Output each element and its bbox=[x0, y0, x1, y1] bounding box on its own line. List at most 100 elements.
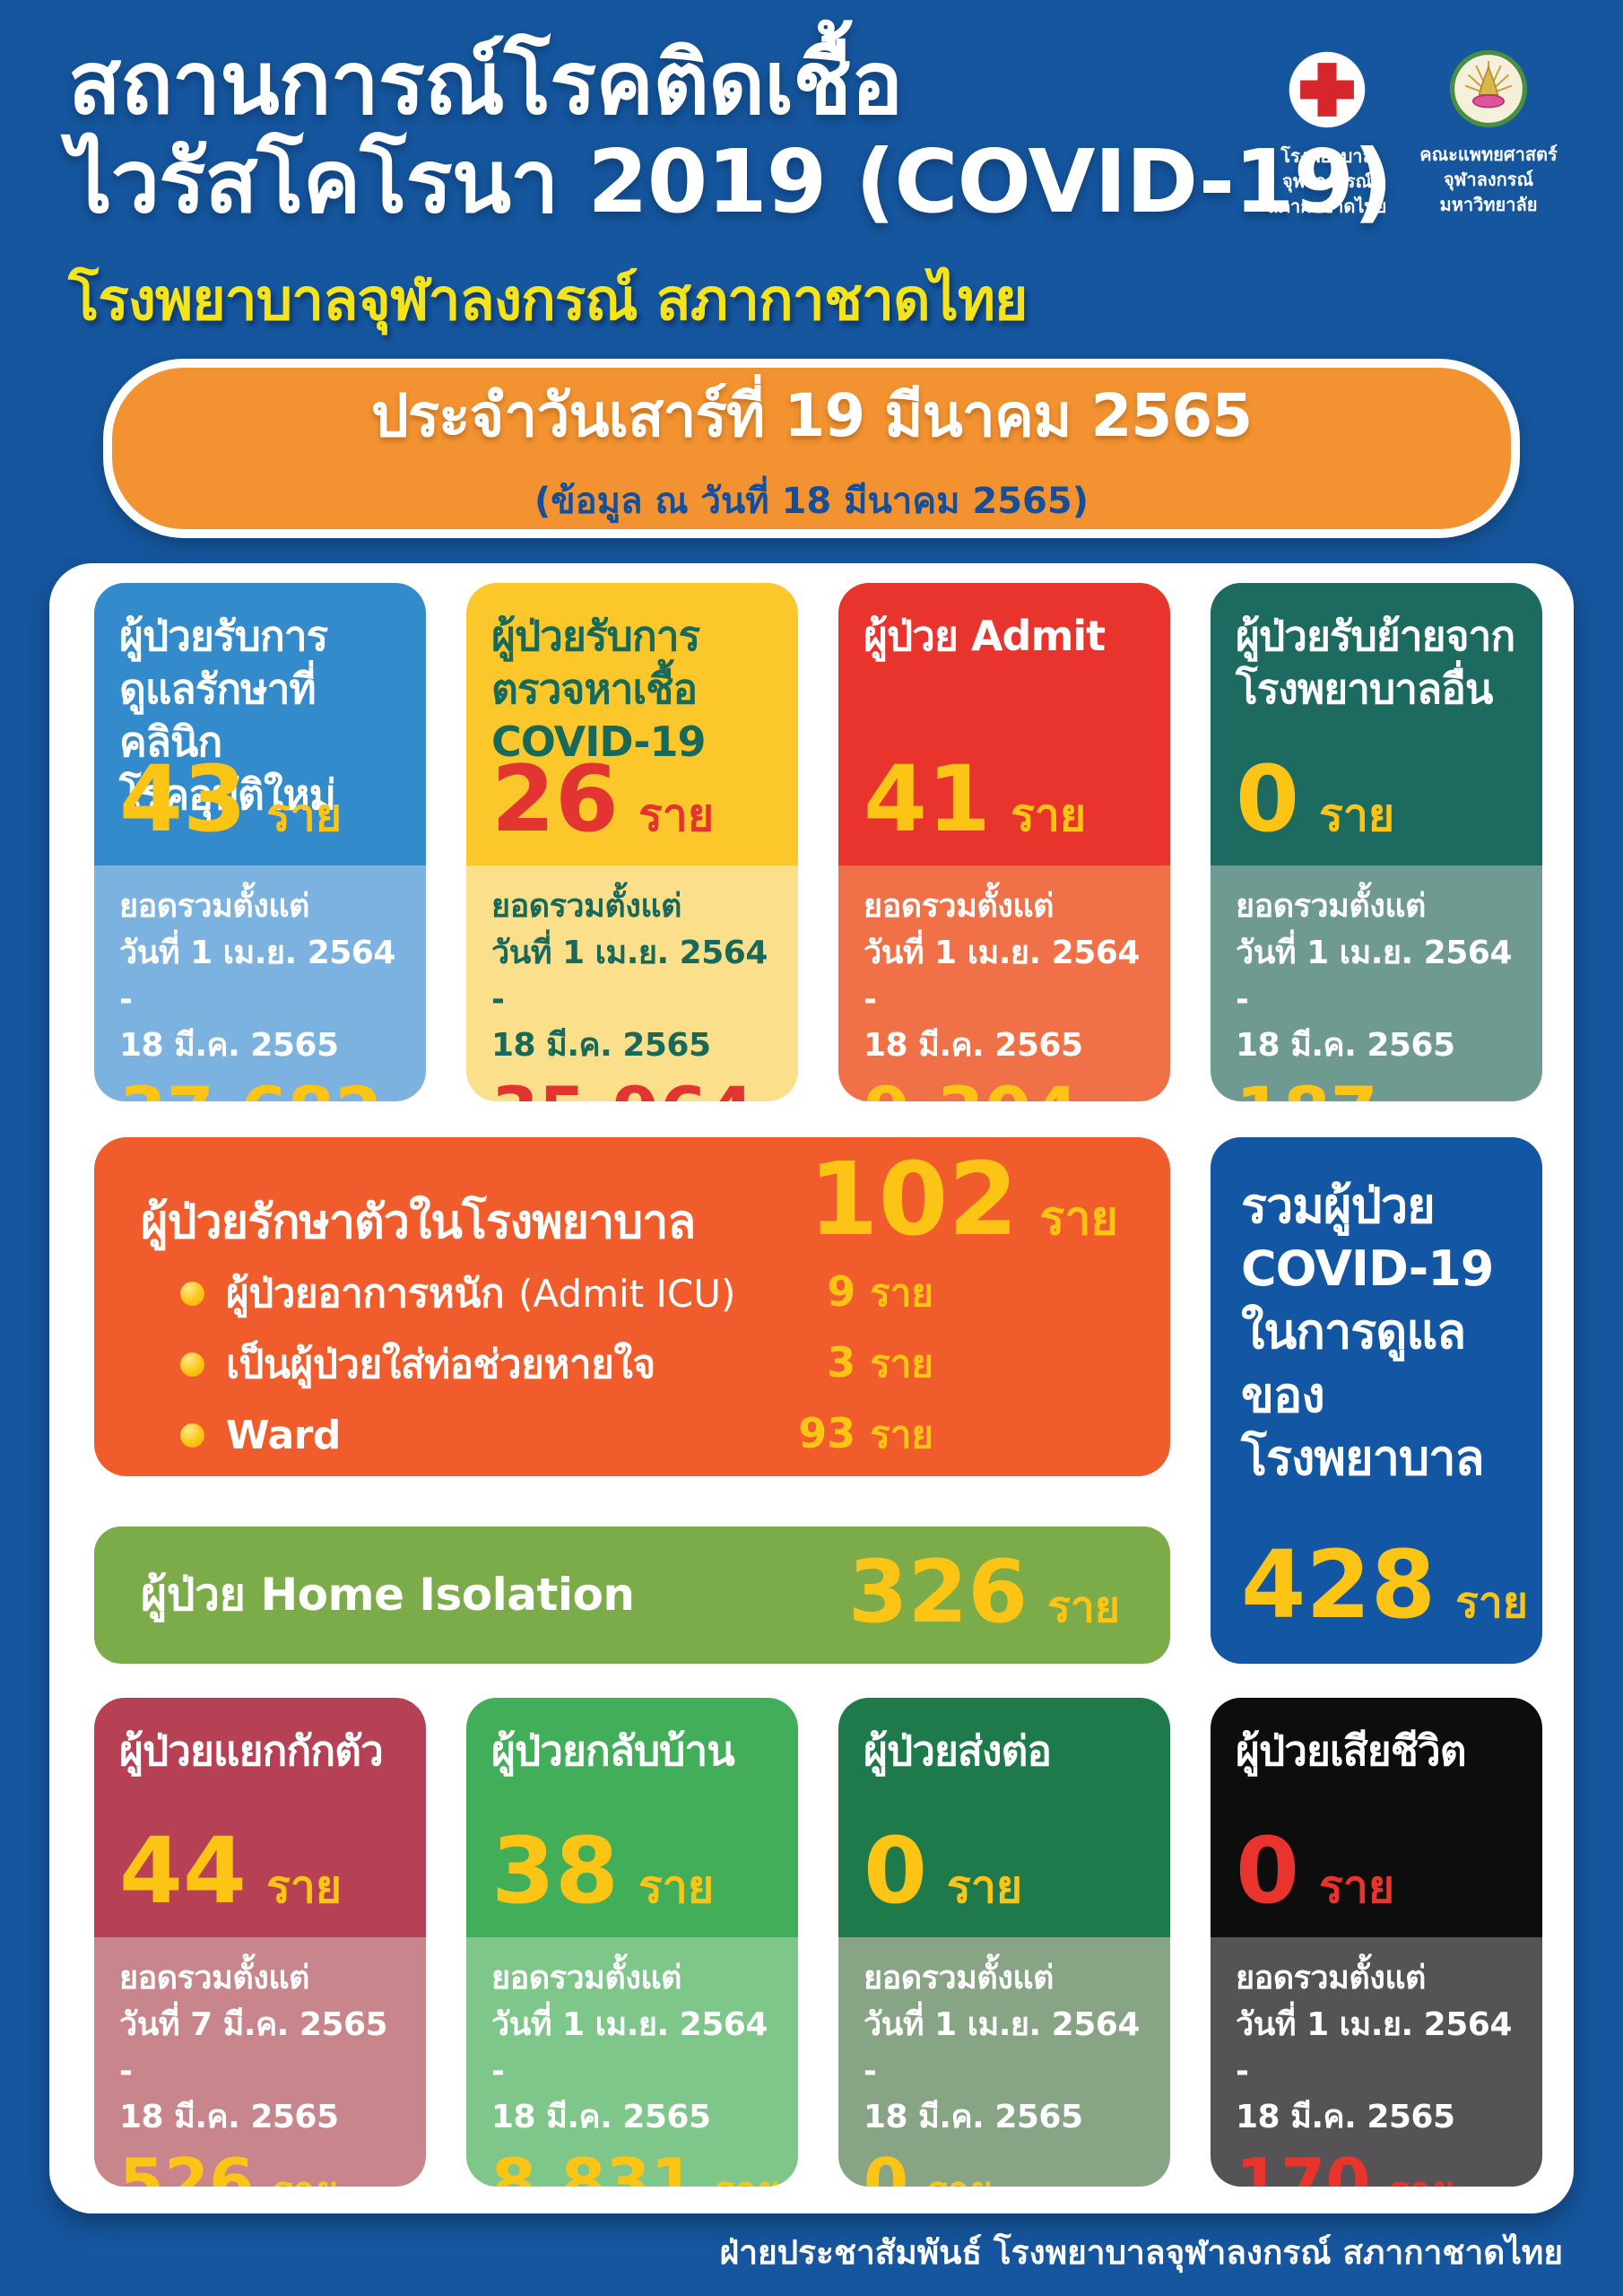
breakdown-item-icu: ผู้ป่วยอาการหนัก (Admit ICU) 9 ราย bbox=[180, 1267, 1120, 1317]
date-banner-subtitle: (ข้อมูล ณ วันที่ 18 มีนาคม 2565) bbox=[534, 480, 1089, 522]
item-unit: ราย bbox=[870, 1413, 933, 1457]
summary-label: ยอดรวมตั้งแต่ bbox=[1236, 1960, 1426, 1996]
total-covid-value-row: 428 ราย bbox=[1241, 1538, 1528, 1637]
total-covid-value: 428 bbox=[1241, 1530, 1436, 1639]
card-title: ผู้ป่วยกลับบ้าน bbox=[491, 1726, 735, 1775]
item-label: ผู้ป่วยอาการหนัก bbox=[226, 1271, 505, 1317]
date-banner: ประจำวันเสาร์ที่ 19 มีนาคม 2565 (ข้อมูล … bbox=[103, 359, 1520, 538]
summary-period: 18 มี.ค. 2565 bbox=[491, 2099, 711, 2136]
summary-label: ยอดรวมตั้งแต่ bbox=[491, 888, 681, 925]
card-total-row: 187 ราย bbox=[1236, 1078, 1519, 1101]
card-title: ผู้ป่วยรับย้ายจาก โรงพยาบาลอื่น bbox=[1236, 612, 1515, 713]
summary-period: วันที่ 1 เม.ย. 2564 - bbox=[864, 934, 1140, 1018]
summary-period: วันที่ 7 มี.ค. 2565 - bbox=[119, 2005, 388, 2090]
card-total: 187 bbox=[1236, 1078, 1378, 1101]
footer-credit: ฝ่ายประชาสัมพันธ์ โรงพยาบาลจุฬาลงกรณ์ สภ… bbox=[719, 2233, 1563, 2272]
card-value-row: 0 ราย bbox=[864, 1826, 1022, 1923]
card-unit: ราย bbox=[265, 789, 343, 841]
card-value-row: 41 ราย bbox=[864, 754, 1086, 851]
card-value-row: 38 ราย bbox=[491, 1826, 714, 1923]
card-unit: ราย bbox=[1010, 789, 1087, 841]
stat-card-summary: ยอดรวมตั้งแต่ วันที่ 1 เม.ย. 2564 - 18 ม… bbox=[838, 865, 1170, 1101]
card-total: 37,682 bbox=[119, 1078, 382, 1101]
card-unit: ราย bbox=[1318, 789, 1395, 841]
summary-period: วันที่ 1 เม.ย. 2564 - bbox=[1236, 934, 1512, 1018]
stat-card-summary: ยอดรวมตั้งแต่ วันที่ 1 เม.ย. 2564 - 18 ม… bbox=[1211, 1937, 1542, 2187]
stat-card-tests: ผู้ป่วยรับการ ตรวจหาเชื้อ COVID-19 26 รา… bbox=[466, 583, 798, 1101]
summary-label: ยอดรวมตั้งแต่ bbox=[119, 1960, 309, 1996]
card-total: 8,831 bbox=[491, 2144, 696, 2187]
card-total-row: 37,682 ราย bbox=[119, 1078, 426, 1101]
card-total-row: 0 ราย bbox=[864, 2150, 1147, 2187]
home-isolation-value-row: 326 ราย bbox=[848, 1549, 1120, 1641]
page-title-line1: สถานการณ์โรคติดเชื้อ bbox=[68, 32, 903, 134]
stat-card-main: ผู้ป่วยกลับบ้าน 38 ราย bbox=[466, 1698, 798, 1937]
card-unit: ราย bbox=[265, 1861, 343, 1913]
card-total-row: 526 ราย bbox=[119, 2150, 403, 2187]
card-value: 0 bbox=[1236, 746, 1299, 853]
stat-card-main: ผู้ป่วยรับการ ดูแลรักษาที่คลินิก โรคอุบั… bbox=[94, 583, 426, 865]
card-total-unit: ราย bbox=[714, 2160, 780, 2187]
summary-period: 18 มี.ค. 2565 bbox=[864, 2099, 1083, 2136]
summary-period: วันที่ 1 เม.ย. 2564 - bbox=[491, 2005, 768, 2090]
card-value: 0 bbox=[864, 1818, 927, 1925]
card-total-unit: ราย bbox=[1396, 1091, 1462, 1101]
red-cross-icon bbox=[1242, 50, 1412, 129]
card-value-row: 0 ราย bbox=[1236, 1826, 1394, 1923]
stat-card-referred: ผู้ป่วยส่งต่อ 0 ราย ยอดรวมตั้งแต่ วันที่… bbox=[838, 1698, 1170, 2187]
card-value: 38 bbox=[491, 1818, 619, 1925]
bullet-dot-icon bbox=[180, 1352, 204, 1377]
stat-card-summary: ยอดรวมตั้งแต่ วันที่ 1 เม.ย. 2564 - 18 ม… bbox=[466, 865, 798, 1101]
card-total-unit: ราย bbox=[772, 1091, 798, 1101]
card-unit: ราย bbox=[1318, 1861, 1395, 1913]
summary-label: ยอดรวมตั้งแต่ bbox=[864, 1960, 1054, 1996]
summary-label: ยอดรวมตั้งแต่ bbox=[491, 1960, 681, 1996]
breakdown-item-ward: Ward 93 ราย bbox=[180, 1409, 1120, 1458]
bullet-dot-icon bbox=[180, 1422, 204, 1448]
item-label: Ward bbox=[226, 1412, 341, 1458]
card-value: 44 bbox=[119, 1818, 247, 1925]
university-logo: คณะแพทยศาสตร์ จุฬาลงกรณ์มหาวิทยาลัย bbox=[1403, 50, 1574, 217]
stat-card-transfer-in: ผู้ป่วยรับย้ายจาก โรงพยาบาลอื่น 0 ราย ยอ… bbox=[1211, 583, 1542, 1101]
in-hospital-value: 102 bbox=[808, 1142, 1019, 1258]
home-isolation-title: ผู้ป่วย Home Isolation bbox=[141, 1569, 635, 1621]
card-total-unit: ราย bbox=[1097, 1091, 1163, 1101]
card-total: 35,964 bbox=[491, 1078, 754, 1101]
card-total: 526 bbox=[119, 2144, 255, 2187]
card-value: 43 bbox=[119, 746, 247, 853]
stat-card-summary: ยอดรวมตั้งแต่ วันที่ 1 เม.ย. 2564 - 18 ม… bbox=[1211, 865, 1542, 1101]
item-note: (Admit ICU) bbox=[518, 1271, 736, 1316]
summary-period: วันที่ 1 เม.ย. 2564 - bbox=[864, 2005, 1140, 2090]
card-value: 0 bbox=[1236, 1818, 1299, 1925]
stat-card-admit: ผู้ป่วย Admit 41 ราย ยอดรวมตั้งแต่ วันที… bbox=[838, 583, 1170, 1101]
card-title: ผู้ป่วยเสียชีวิต bbox=[1236, 1726, 1467, 1775]
card-unit: ราย bbox=[946, 1861, 1023, 1913]
page-subtitle: โรงพยาบาลจุฬาลงกรณ์ สภากาชาดไทย bbox=[68, 267, 1028, 335]
stat-card-clinic: ผู้ป่วยรับการ ดูแลรักษาที่คลินิก โรคอุบั… bbox=[94, 583, 426, 1101]
card-total-unit: ราย bbox=[272, 2160, 338, 2187]
total-covid-title: รวมผู้ป่วย COVID-19 ในการดูแลของ โรงพยาบ… bbox=[1241, 1178, 1494, 1486]
card-total-unit: ราย bbox=[926, 2160, 993, 2187]
stat-card-summary: ยอดรวมตั้งแต่ วันที่ 1 เม.ย. 2564 - 18 ม… bbox=[838, 1937, 1170, 2187]
home-isolation-unit: ราย bbox=[1047, 1582, 1120, 1632]
card-title: ผู้ป่วยส่งต่อ bbox=[864, 1726, 1052, 1775]
card-unit: ราย bbox=[638, 1861, 715, 1913]
summary-period: 18 มี.ค. 2565 bbox=[864, 1027, 1083, 1065]
item-value-row: 93 ราย bbox=[718, 1405, 933, 1465]
home-isolation-bar: ผู้ป่วย Home Isolation 326 ราย bbox=[94, 1526, 1170, 1664]
home-isolation-value: 326 bbox=[847, 1542, 1028, 1642]
in-hospital-card: ผู้ป่วยรักษาตัวในโรงพยาบาล 102 ราย ผู้ป่… bbox=[94, 1137, 1170, 1476]
card-value-row: 0 ราย bbox=[1236, 754, 1394, 851]
date-banner-title: ประจำวันเสาร์ที่ 19 มีนาคม 2565 bbox=[370, 380, 1253, 450]
item-value: 93 bbox=[798, 1409, 856, 1457]
summary-period: วันที่ 1 เม.ย. 2564 - bbox=[119, 934, 395, 1018]
summary-period: 18 มี.ค. 2565 bbox=[1236, 2099, 1455, 2136]
university-logo-caption: คณะแพทยศาสตร์ จุฬาลงกรณ์มหาวิทยาลัย bbox=[1419, 144, 1558, 215]
card-total-row: 35,964 ราย bbox=[491, 1078, 798, 1101]
item-value-row: 3 ราย bbox=[718, 1335, 933, 1394]
item-value: 9 bbox=[827, 1267, 856, 1316]
total-covid-unit: ราย bbox=[1455, 1578, 1528, 1628]
in-hospital-unit: ราย bbox=[1039, 1192, 1118, 1246]
stat-card-summary: ยอดรวมตั้งแต่ วันที่ 7 มี.ค. 2565 - 18 ม… bbox=[94, 1937, 426, 2187]
